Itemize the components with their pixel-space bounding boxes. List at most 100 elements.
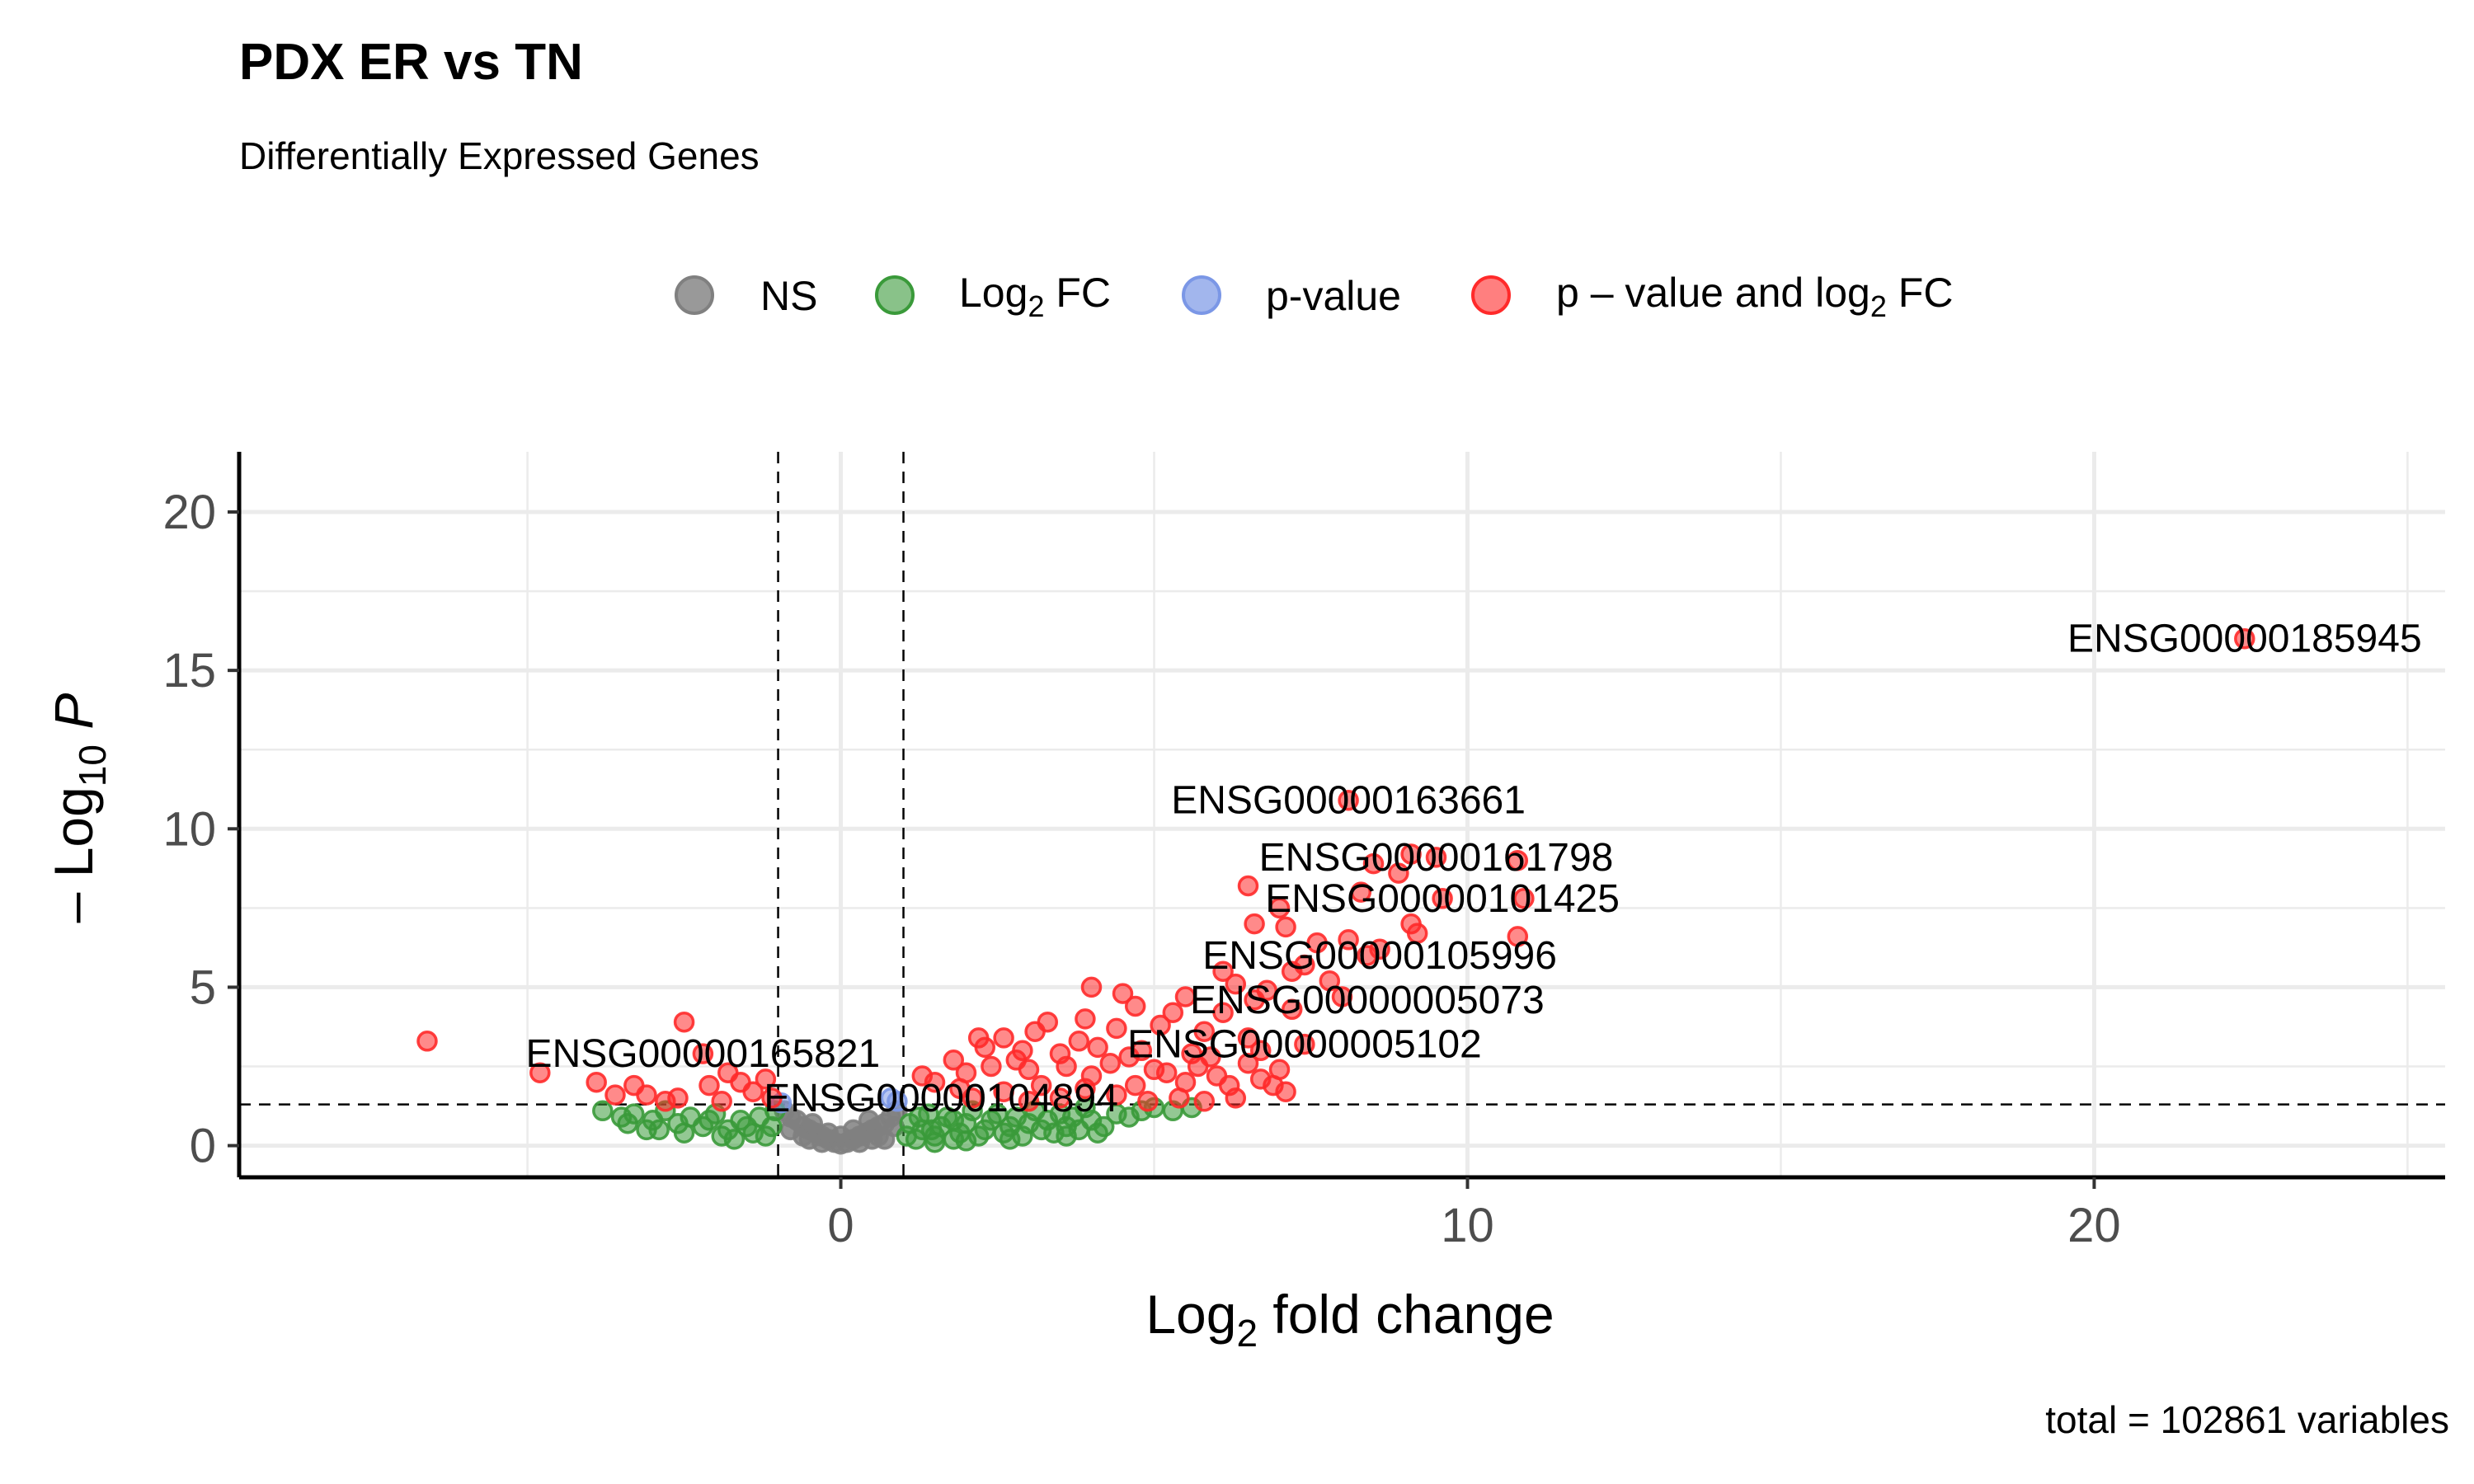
pvalue-and-log2fc-point bbox=[1400, 843, 1422, 865]
pvalue-and-log2fc-point bbox=[1388, 862, 1409, 884]
pvalue-and-log2fc-point bbox=[1005, 1050, 1028, 1071]
pvalue-and-log2fc-point bbox=[1030, 1074, 1052, 1097]
pvalue-and-log2fc-point bbox=[1049, 1087, 1071, 1109]
legend-label-log2fc-sub: 2 bbox=[1028, 289, 1044, 323]
log2fc-point bbox=[1087, 1122, 1108, 1144]
legend-key-pvalue-and-log2fc bbox=[1471, 275, 1511, 315]
y-tick-label: 0 bbox=[190, 1120, 216, 1173]
log2fc-point bbox=[636, 1119, 657, 1141]
axes bbox=[237, 452, 2445, 1180]
legend-label-ns: NS bbox=[760, 273, 817, 319]
x-axis-title-post: fold change bbox=[1258, 1284, 1554, 1345]
x-axis-title-sub: 2 bbox=[1236, 1312, 1258, 1355]
ticks: 0 10 20 0 5 10 15 20 bbox=[162, 486, 2120, 1252]
gene-label: ENSG00000161798 bbox=[1259, 836, 1614, 880]
pvalue-and-log2fc-point bbox=[1338, 789, 1359, 811]
minor-gridlines bbox=[239, 452, 2445, 1177]
gene-label: ENSG00000185945 bbox=[2067, 618, 2422, 661]
pvalue-and-log2fc-point bbox=[1237, 1027, 1259, 1049]
pvalue-and-log2fc-point bbox=[981, 1055, 1002, 1078]
pvalue-point bbox=[887, 1091, 908, 1112]
pvalue-and-log2fc-point bbox=[1237, 875, 1259, 897]
pvalue-and-log2fc-point bbox=[955, 1062, 977, 1083]
pvalue-and-log2fc-point bbox=[1169, 1087, 1190, 1109]
pvalue-and-log2fc-point bbox=[1212, 1002, 1234, 1023]
x-axis-title: Log2 fold change bbox=[1145, 1284, 1554, 1355]
legend-item-pvalue-and-log2fc[interactable]: p – value and log2 FC bbox=[1471, 270, 1953, 323]
legend-key-pvalue bbox=[1182, 275, 1221, 315]
pvalue-and-log2fc-point bbox=[1338, 929, 1359, 951]
gene-label: ENSG00000163661 bbox=[1171, 779, 1526, 823]
gene-label: ENSG00000104894 bbox=[764, 1077, 1118, 1120]
legend-label-pvalue-and-log2fc: p – value and log2 FC bbox=[1556, 270, 1953, 323]
pvalue-and-log2fc-point bbox=[1507, 926, 1529, 947]
pvalue-and-log2fc-point bbox=[655, 1091, 676, 1112]
pvalue-and-log2fc-point bbox=[1137, 1091, 1159, 1112]
pvalue-and-log2fc-point bbox=[1080, 1065, 1103, 1087]
pvalue-and-log2fc-point bbox=[755, 1068, 777, 1090]
log2fc-point bbox=[723, 1129, 745, 1150]
legend: NS Log2 FC p-value p – value and log2 FC bbox=[675, 270, 1953, 323]
pvalue-and-log2fc-point bbox=[1281, 998, 1303, 1021]
log2fc-point bbox=[736, 1115, 758, 1138]
log2fc-point bbox=[955, 1130, 977, 1152]
gene-labels: ENSG00000185945 ENSG00000163661 ENSG000001… bbox=[526, 618, 2422, 1120]
pvalue-and-log2fc-point bbox=[1018, 1091, 1040, 1112]
pvalue-and-log2fc-point bbox=[1150, 1014, 1171, 1036]
chart-title: PDX ER vs TN bbox=[239, 34, 583, 91]
y-tick-label: 5 bbox=[190, 960, 216, 1014]
x-tick-label: 10 bbox=[1441, 1199, 1494, 1252]
pvalue-and-log2fc-point bbox=[1024, 1021, 1046, 1042]
pvalue-and-log2fc-point bbox=[586, 1071, 607, 1093]
y-axis-title-pre: – Log bbox=[43, 787, 104, 923]
pvalue-and-log2fc-point bbox=[1080, 976, 1103, 998]
legend-key-log2fc bbox=[875, 275, 915, 315]
pvalue-and-log2fc-point bbox=[1155, 1062, 1178, 1083]
pvalue-and-log2fc-point bbox=[2234, 627, 2255, 650]
legend-label-log2fc-main: Log bbox=[959, 270, 1028, 316]
pvalue-and-log2fc-point bbox=[1124, 1074, 1146, 1097]
log2fc-point bbox=[920, 1119, 943, 1141]
pvalue-and-log2fc-point bbox=[1200, 1046, 1221, 1068]
legend-item-log2fc[interactable]: Log2 FC bbox=[875, 270, 1111, 323]
pvalue-and-log2fc-point bbox=[1249, 1068, 1272, 1090]
pvalue-and-log2fc-point bbox=[1193, 1091, 1216, 1112]
pvalue-and-log2fc-point bbox=[1362, 852, 1385, 875]
pvalue-and-log2fc-point bbox=[1112, 983, 1134, 1004]
log2fc-point bbox=[592, 1100, 614, 1122]
pvalue-and-log2fc-point bbox=[1206, 1065, 1228, 1087]
pvalue-and-log2fc-point bbox=[711, 1091, 732, 1112]
pvalue-and-log2fc-point bbox=[1294, 1033, 1315, 1055]
major-gridlines bbox=[239, 452, 2445, 1177]
pvalue-and-log2fc-point bbox=[1275, 916, 1296, 938]
pvalue-and-log2fc-point bbox=[993, 1027, 1014, 1049]
y-axis-title: – Log10 P bbox=[43, 693, 114, 923]
pvalue-and-log2fc-point bbox=[911, 1065, 934, 1087]
ns-point bbox=[858, 1110, 880, 1131]
pvalue-and-log2fc-point bbox=[673, 1011, 695, 1033]
pvalue-and-log2fc-point bbox=[1056, 1055, 1077, 1078]
ns-point bbox=[842, 1119, 864, 1141]
gene-label: ENSG00000005073 bbox=[1190, 979, 1545, 1022]
ns-point bbox=[817, 1122, 840, 1144]
pvalue-and-log2fc-point bbox=[943, 1050, 965, 1071]
pvalue-and-log2fc-point bbox=[1106, 1017, 1127, 1040]
pvalue-and-log2fc-point bbox=[1268, 897, 1291, 919]
pvalue-and-log2fc-point bbox=[1087, 1036, 1108, 1059]
pvalue-and-log2fc-point bbox=[1275, 1081, 1296, 1102]
pvalue-and-log2fc-point bbox=[1249, 1040, 1272, 1062]
pvalue-and-log2fc-point bbox=[416, 1031, 438, 1052]
log2fc-point bbox=[999, 1129, 1021, 1150]
pvalue-and-log2fc-point bbox=[717, 1062, 739, 1083]
pvalue-and-log2fc-point bbox=[1225, 973, 1247, 995]
legend-label-pvalue: p-value bbox=[1266, 273, 1401, 319]
pvalue-and-log2fc-point bbox=[604, 1084, 626, 1106]
pvalue-and-log2fc-point bbox=[1068, 1031, 1090, 1052]
pvalue-and-log2fc-point bbox=[636, 1084, 657, 1106]
legend-item-pvalue[interactable]: p-value bbox=[1182, 273, 1401, 319]
legend-label-pvalue-and-log2fc-post: FC bbox=[1887, 270, 1954, 316]
pvalue-and-log2fc-point bbox=[692, 1043, 714, 1064]
legend-item-ns[interactable]: NS bbox=[675, 273, 817, 319]
log2fc-point bbox=[698, 1110, 720, 1131]
